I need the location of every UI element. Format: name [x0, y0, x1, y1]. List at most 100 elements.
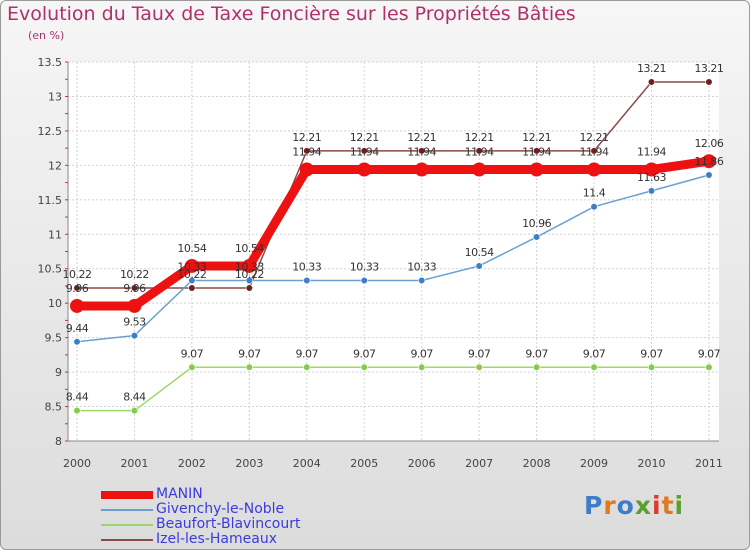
y-tick-label: 8: [55, 435, 62, 448]
data-label: 10.33: [235, 260, 264, 273]
data-label: 10.54: [465, 246, 494, 259]
data-label: 12.21: [580, 131, 609, 144]
data-label: 9.96: [123, 282, 146, 295]
legend-swatch-givenchy: [101, 509, 153, 511]
legend-item-manin: MANIN: [101, 486, 401, 503]
data-label: 11.94: [580, 145, 609, 158]
data-label: 10.22: [63, 268, 92, 281]
legend-swatch-manin: [101, 491, 153, 499]
legend-item-beaufort: Beaufort-Blavincourt: [101, 516, 401, 533]
data-point-izel: [532, 147, 541, 155]
data-label: 9.07: [698, 347, 721, 360]
data-label: 11.94: [522, 145, 551, 158]
data-label: 12.21: [292, 131, 321, 144]
data-point-izel: [475, 147, 483, 155]
logo-letter: P: [584, 491, 604, 520]
y-tick-label: 8.5: [45, 401, 63, 414]
data-label: 13.21: [694, 62, 723, 75]
data-label: 11.94: [292, 145, 321, 158]
data-label: 11.86: [694, 155, 723, 168]
legend-item-givenchy: Givenchy-le-Noble: [101, 501, 401, 518]
legend-item-izel: Izel-les-Hameaux: [101, 531, 401, 548]
x-tick-label: 2008: [523, 457, 551, 470]
data-label: 11.4: [583, 187, 606, 200]
legend-swatch-beaufort: [101, 524, 153, 526]
data-point-beaufort: [418, 363, 426, 371]
y-tick-label: 10.5: [38, 263, 63, 276]
y-tick-label: 13: [48, 90, 62, 103]
data-label: 11.94: [350, 145, 379, 158]
data-label: 11.94: [407, 145, 436, 158]
x-tick-label: 2000: [63, 457, 91, 470]
data-point-beaufort: [705, 363, 713, 371]
plot-area: [68, 62, 719, 441]
data-point-givenchy: [647, 187, 656, 195]
data-point-manin: [70, 298, 84, 313]
data-label: 12.21: [465, 131, 494, 144]
data-label: 13.21: [637, 62, 666, 75]
data-label: 10.33: [177, 260, 206, 273]
logo-letter: r: [603, 491, 617, 520]
data-point-manin: [357, 162, 372, 177]
data-point-izel: [130, 284, 139, 292]
data-point-givenchy: [532, 233, 541, 241]
data-label: 10.22: [235, 268, 264, 281]
data-label: 9.07: [468, 347, 491, 360]
y-tick-label: 9.5: [45, 332, 63, 345]
legend-label-izel: Izel-les-Hameaux: [156, 531, 277, 547]
data-label: 9.96: [66, 282, 89, 295]
data-point-givenchy: [130, 331, 139, 340]
data-label: 11.94: [637, 145, 666, 158]
data-label: 10.33: [292, 260, 321, 273]
data-point-givenchy: [418, 276, 426, 285]
legend-label-givenchy: Givenchy-le-Noble: [156, 501, 285, 517]
y-tick-label: 12.5: [38, 125, 63, 138]
data-point-manin: [529, 162, 544, 177]
y-tick-label: 10: [48, 297, 62, 310]
data-point-manin: [414, 162, 429, 177]
data-point-izel: [303, 147, 311, 155]
data-label: 9.07: [583, 347, 606, 360]
data-point-beaufort: [360, 363, 368, 371]
data-point-manin: [127, 298, 142, 313]
data-label: 8.44: [123, 391, 146, 404]
data-point-manin: [701, 154, 716, 169]
logo-letter: i: [674, 491, 685, 520]
data-label: 9.07: [410, 347, 433, 360]
data-label: 8.44: [66, 391, 89, 404]
x-tick-label: 2006: [408, 457, 436, 470]
data-label: 11.94: [465, 145, 494, 158]
data-label: 10.33: [407, 260, 436, 273]
x-tick-label: 2007: [465, 457, 493, 470]
data-point-givenchy: [188, 276, 196, 285]
x-tick-label: 2004: [293, 457, 321, 470]
data-point-beaufort: [130, 407, 139, 415]
proxiti-logo: Proxiti: [584, 491, 684, 520]
data-point-izel: [245, 284, 253, 292]
x-tick-label: 2009: [580, 457, 608, 470]
data-label: 10.22: [177, 268, 206, 281]
data-point-givenchy: [303, 276, 311, 285]
data-point-manin: [644, 162, 659, 177]
x-tick-label: 2011: [695, 457, 723, 470]
data-label: 9.07: [353, 347, 376, 360]
data-label: 10.22: [120, 268, 149, 281]
logo-letter: o: [616, 491, 635, 520]
data-point-manin: [299, 162, 314, 177]
data-label: 10.96: [522, 217, 551, 230]
data-point-izel: [647, 78, 656, 86]
chart-title: Evolution du Taux de Taxe Foncière sur l…: [7, 3, 576, 25]
series-line-manin: [72, 156, 714, 311]
data-point-manin: [242, 258, 257, 273]
y-tick-label: 11: [48, 228, 62, 241]
data-point-givenchy: [590, 203, 598, 211]
data-point-beaufort: [647, 363, 656, 371]
data-point-beaufort: [303, 363, 311, 371]
data-point-izel: [705, 78, 713, 86]
data-label: 9.07: [525, 347, 548, 360]
series-line-beaufort: [77, 366, 709, 412]
data-point-izel: [418, 147, 426, 155]
logo-letter: x: [634, 491, 652, 520]
